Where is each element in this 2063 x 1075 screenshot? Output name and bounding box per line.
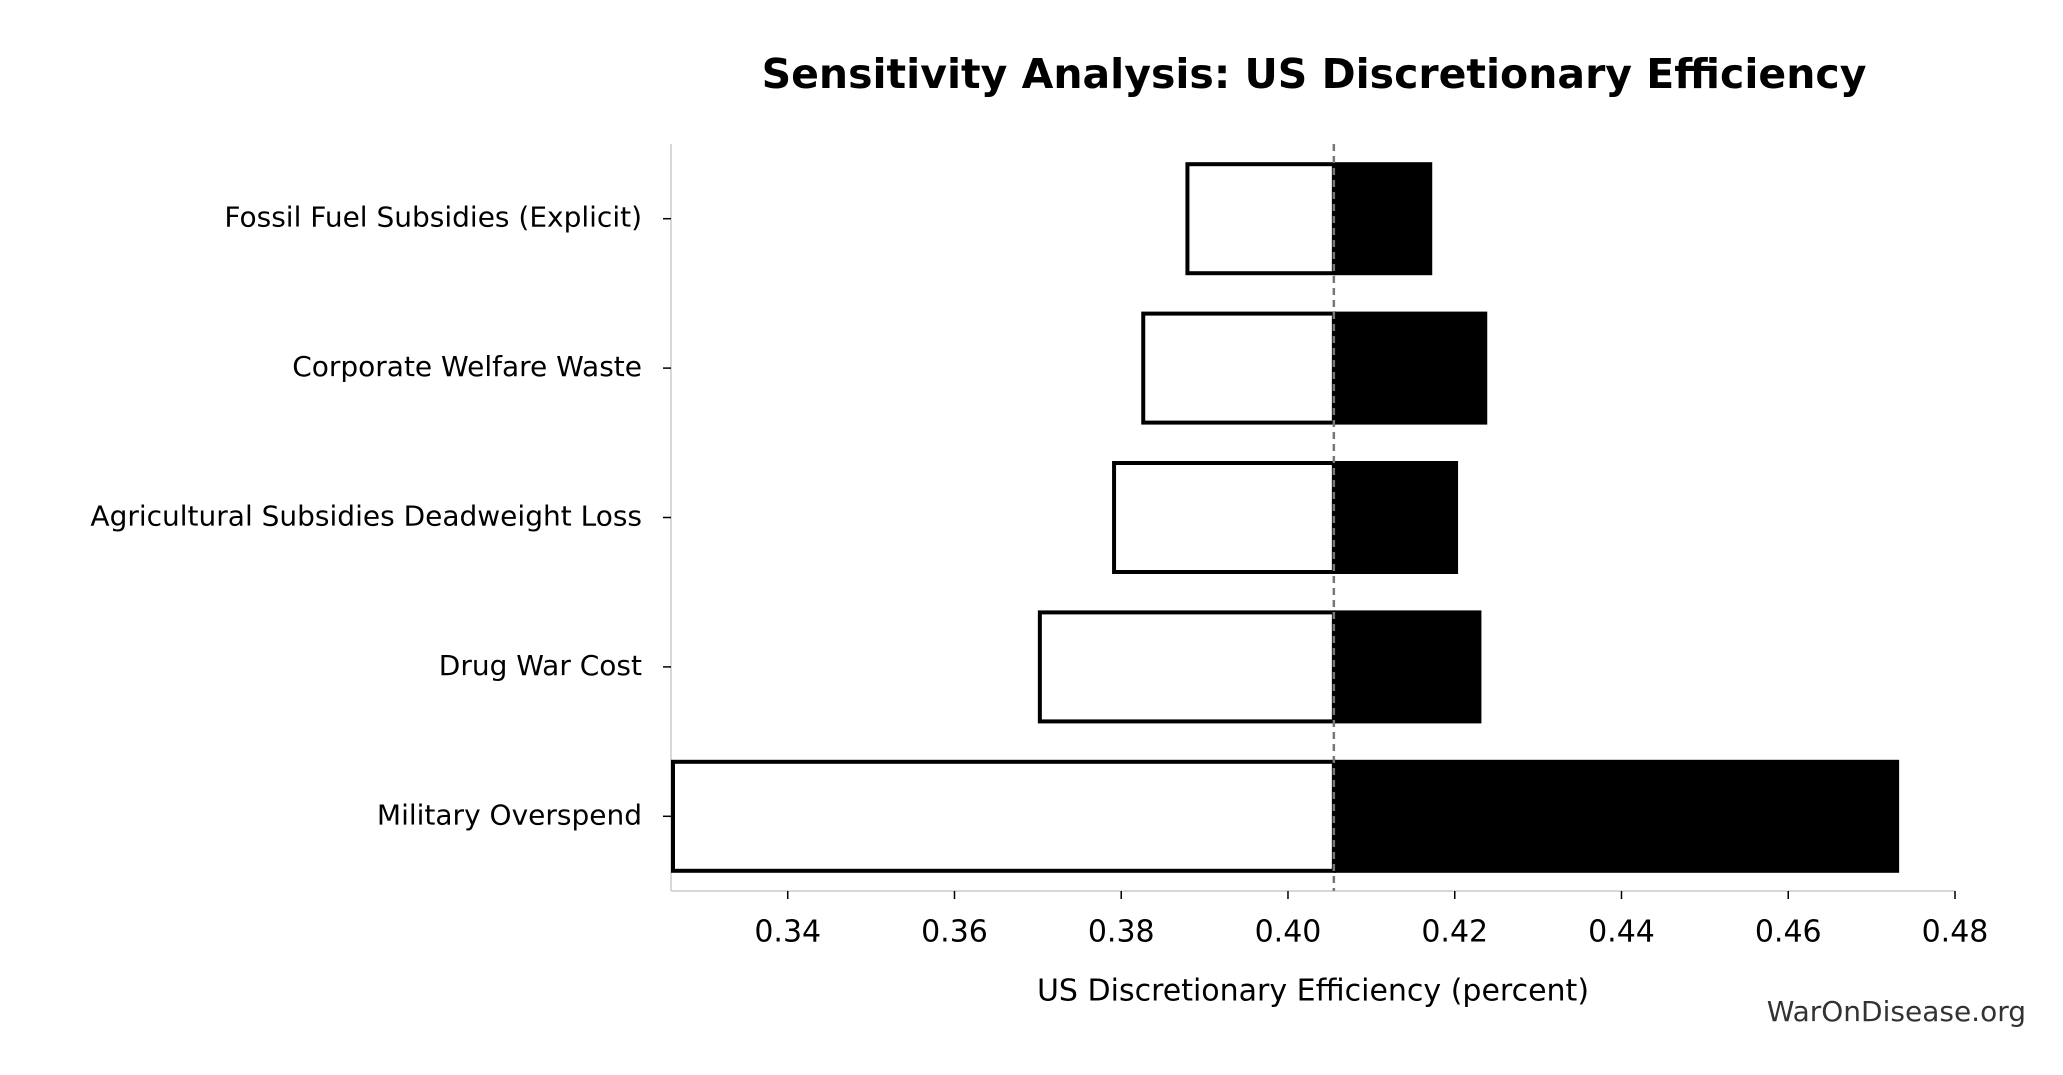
x-tick-label: 0.38 <box>1088 915 1155 950</box>
low-bar <box>1112 461 1336 574</box>
low-bar <box>1141 311 1336 425</box>
x-tick-label: 0.44 <box>1588 915 1655 950</box>
x-axis-label: US Discretionary Efficiency (percent) <box>1037 974 1589 1009</box>
y-tick-label: Drug War Cost <box>439 649 642 682</box>
high-bar <box>1333 610 1482 724</box>
high-bar <box>1333 311 1488 425</box>
low-bar <box>671 759 1336 873</box>
y-tick-label: Military Overspend <box>377 798 642 831</box>
y-tick-label: Corporate Welfare Waste <box>292 350 642 383</box>
x-tick-label: 0.40 <box>1255 915 1322 950</box>
x-tick-label: 0.42 <box>1421 915 1488 950</box>
high-bar <box>1333 461 1459 574</box>
x-tick-label: 0.34 <box>754 915 821 950</box>
y-tick-label: Fossil Fuel Subsidies (Explicit) <box>224 201 642 234</box>
y-tick-label: Agricultural Subsidies Deadweight Loss <box>90 500 642 533</box>
x-tick-label: 0.48 <box>1922 915 1989 950</box>
x-tick-label: 0.46 <box>1755 915 1822 950</box>
high-bar <box>1333 759 1900 873</box>
high-bar <box>1333 162 1433 276</box>
watermark: WarOnDisease.org <box>1767 995 2026 1028</box>
x-tick-label: 0.36 <box>921 915 988 950</box>
low-bar <box>1037 610 1336 724</box>
chart-title: Sensitivity Analysis: US Discretionary E… <box>762 50 1867 98</box>
low-bar <box>1185 162 1336 276</box>
